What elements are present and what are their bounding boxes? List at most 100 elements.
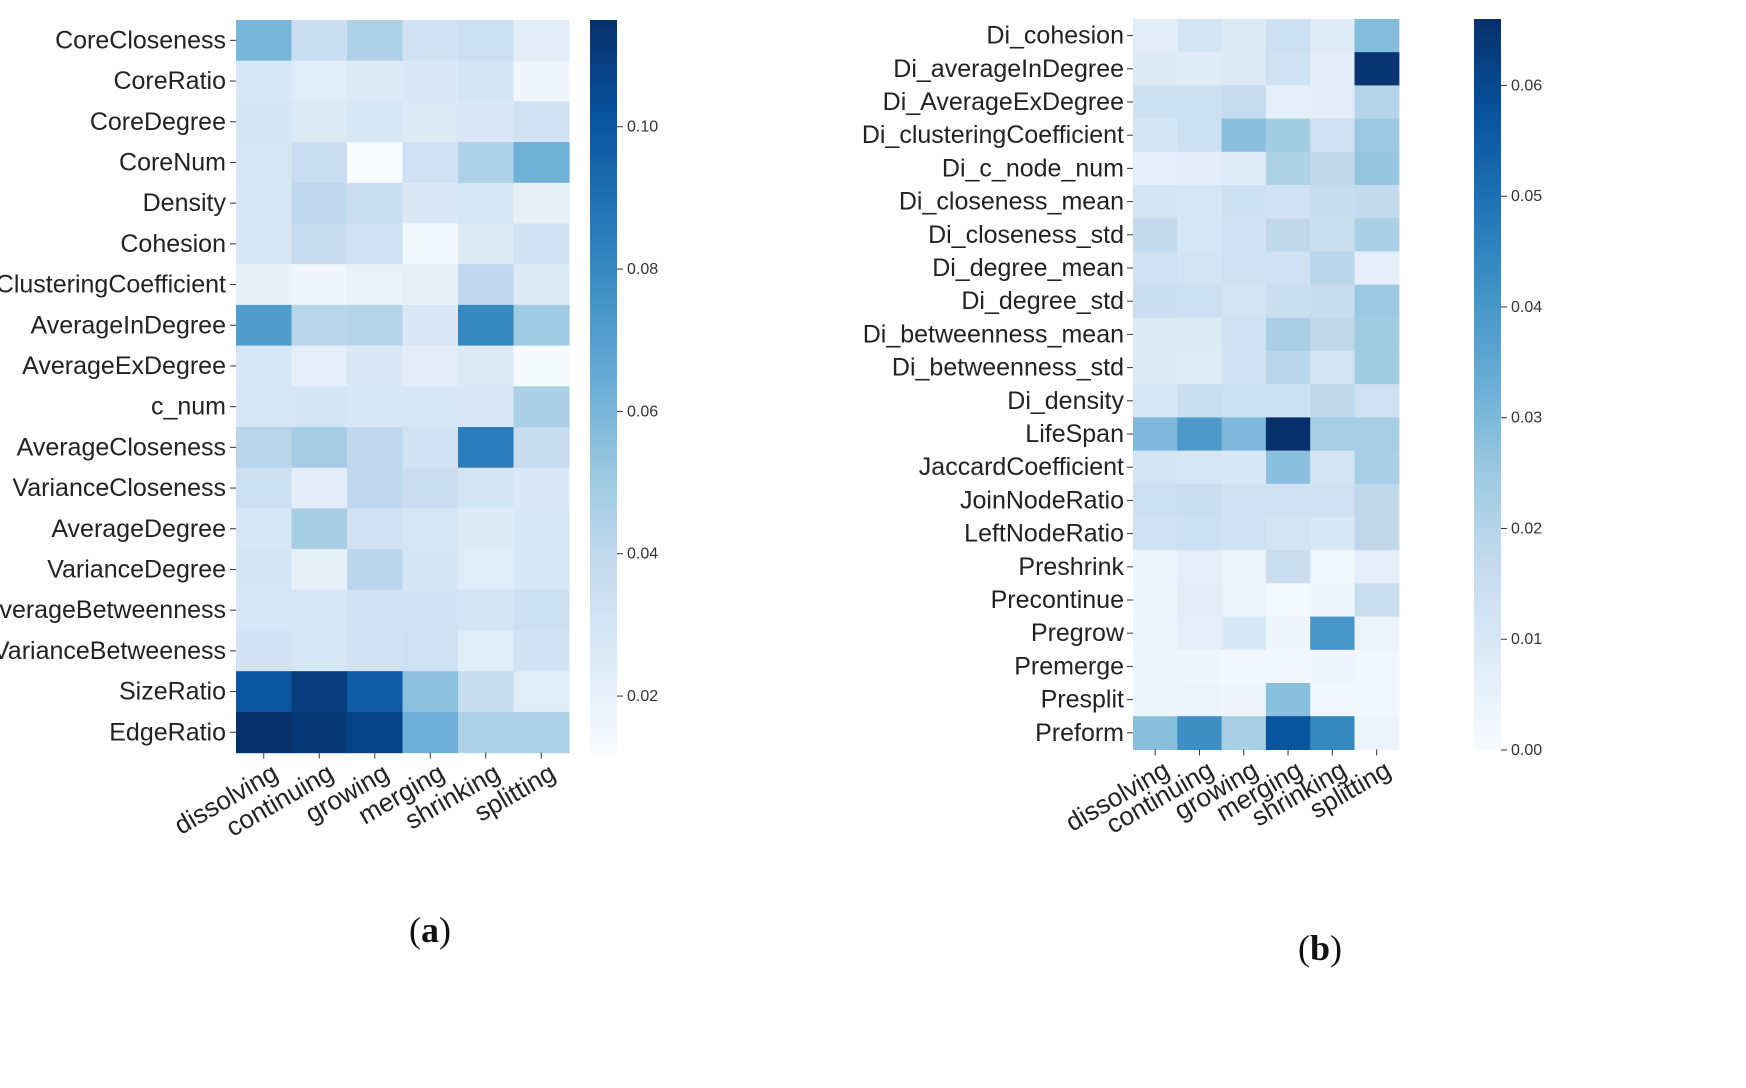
heatmap-cell: [513, 60, 570, 102]
heatmap-cell: [291, 60, 348, 102]
heatmap-cell: [458, 142, 515, 184]
heatmap-cell: [513, 101, 570, 143]
heatmap-cell: [236, 264, 293, 306]
heatmap-cell: [1310, 483, 1356, 518]
heatmap-cell: [1177, 185, 1223, 219]
heatmap-cell: [1221, 683, 1267, 717]
heatmap-cell: [513, 264, 570, 306]
heatmap-cell: [1354, 417, 1400, 452]
heatmap-cell: [1133, 483, 1178, 518]
heatmap-cell: [236, 142, 293, 184]
heatmap-cell: [1310, 218, 1356, 252]
row-label: Cohesion: [120, 230, 226, 258]
heatmap-cell: [458, 345, 515, 387]
heatmap-cell: [291, 427, 348, 469]
heatmap-cell: [1310, 649, 1356, 684]
colorbar-tick-label: 0.06: [627, 403, 658, 420]
colorbar: [1474, 19, 1501, 750]
heatmap-cell: [236, 589, 293, 632]
row-label: Presplit: [1041, 686, 1124, 714]
heatmap-cell: [347, 671, 404, 713]
colorbar-tick-label: 0.03: [1511, 410, 1542, 427]
heatmap-cell: [236, 304, 293, 347]
heatmap-cell: [347, 427, 404, 469]
heatmap-cell: [513, 20, 570, 62]
heatmap-cell: [347, 508, 404, 550]
heatmap-cell: [1221, 649, 1267, 684]
panel-caption-letter: b: [1310, 928, 1330, 968]
heatmap-cell: [236, 223, 293, 265]
heatmap-cell: [1177, 583, 1223, 618]
heatmap-cell: [402, 427, 459, 469]
heatmap-panel-b: Di_cohesion Di_averageInDegree Di_AverageE…: [862, 19, 1542, 968]
heatmap-cell: [1354, 550, 1400, 584]
heatmap-cell: [291, 549, 348, 591]
heatmap-cell: [513, 386, 570, 428]
heatmap-cell: [347, 386, 404, 428]
heatmap-cell: [1177, 683, 1223, 717]
heatmap-cell: [1221, 384, 1267, 418]
heatmap-cell: [1177, 450, 1223, 485]
heatmap-cell: [458, 60, 515, 102]
heatmap-cell: [347, 630, 404, 672]
heatmap-cell: [1133, 517, 1178, 551]
row-label: VarianceBetweeness: [0, 637, 226, 665]
row-label: AverageCloseness: [17, 433, 226, 461]
heatmap-cell: [1310, 185, 1356, 219]
panel-caption: (b): [1298, 928, 1342, 968]
row-label: EdgeRatio: [109, 718, 226, 746]
heatmap-cell: [1133, 616, 1178, 651]
row-label: Di_degree_mean: [932, 254, 1124, 282]
heatmap-cell: [347, 589, 404, 632]
heatmap-cell: [1133, 550, 1178, 584]
row-label: c_num: [151, 393, 226, 421]
heatmap-cell: [1354, 716, 1400, 750]
heatmap-cell: [1221, 118, 1267, 153]
heatmap-cell: [1265, 218, 1311, 252]
heatmap-cell: [1310, 417, 1356, 452]
heatmap-cell: [347, 304, 404, 347]
heatmap-cell: [1310, 52, 1356, 86]
heatmap-cell: [1265, 284, 1311, 319]
heatmap-cell: [1133, 450, 1178, 485]
heatmap-cell: [1133, 351, 1178, 385]
heatmap-cell: [458, 671, 515, 713]
heatmap-cell: [1133, 683, 1178, 717]
heatmap-cell: [1310, 550, 1356, 584]
heatmap-cell: [458, 467, 515, 509]
heatmap-cell: [347, 345, 404, 387]
heatmap-cell: [1354, 583, 1400, 618]
heatmap-cell: [458, 589, 515, 632]
heatmap-cell: [513, 711, 570, 754]
row-label: Di_closeness_std: [928, 221, 1124, 249]
heatmap-cell: [458, 711, 515, 754]
heatmap-cell: [347, 711, 404, 754]
heatmap-cell: [513, 671, 570, 713]
heatmap-cell: [291, 589, 348, 632]
heatmap-cell: [1221, 52, 1267, 86]
heatmap-cell: [1354, 517, 1400, 551]
row-label: VarianceCloseness: [12, 474, 226, 502]
heatmap-cell: [1133, 251, 1178, 286]
heatmap-cell: [458, 549, 515, 591]
heatmap-cell: [1354, 52, 1400, 86]
heatmap-cell: [291, 386, 348, 428]
heatmap-cell: [1221, 317, 1267, 352]
heatmap-cell: [236, 345, 293, 387]
heatmap-cell: [1221, 450, 1267, 485]
heatmap-cell: [291, 467, 348, 509]
heatmap-cell: [1354, 151, 1400, 186]
heatmap-cell: [1133, 716, 1178, 750]
row-label: JaccardCoefficient: [919, 453, 1124, 481]
heatmap-cell: [1265, 185, 1311, 219]
row-label: VarianceDegree: [47, 555, 226, 583]
heatmap-cell: [402, 549, 459, 591]
heatmap-cell: [513, 304, 570, 347]
heatmap-cell: [1221, 151, 1267, 186]
heatmap-cell: [1310, 284, 1356, 319]
colorbar-tick-label: 0.00: [1511, 742, 1542, 759]
heatmap-cell: [1177, 251, 1223, 286]
heatmap-cell: [1265, 417, 1311, 452]
row-label: CoreCloseness: [55, 26, 226, 54]
heatmap-cell: [1354, 118, 1400, 153]
